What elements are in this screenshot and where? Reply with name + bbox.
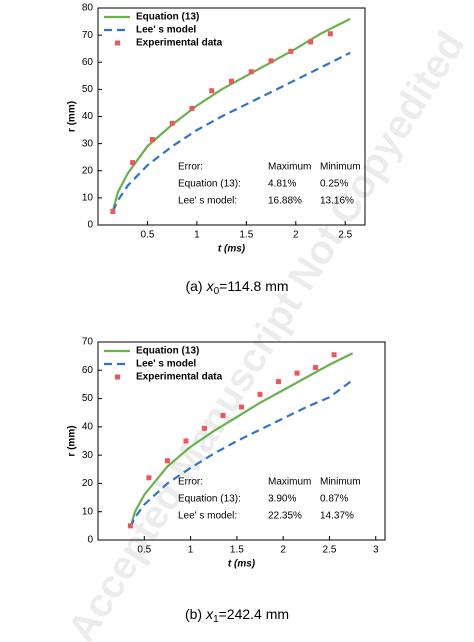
caption: (a) x0=114.8 mm xyxy=(185,278,288,297)
caption-variable: x xyxy=(205,606,214,622)
data-point xyxy=(146,475,152,481)
table-cell: Equation (13): xyxy=(178,494,241,505)
y-tick-label: 60 xyxy=(82,57,94,68)
table-header: Error: xyxy=(178,477,203,488)
table-header: Minimum xyxy=(320,162,361,173)
data-point xyxy=(313,364,319,370)
y-axis-label: r (mm) xyxy=(67,101,78,132)
x-tick-label: 1 xyxy=(188,545,194,556)
y-axis-label: r (mm) xyxy=(67,425,78,456)
y-tick-label: 0 xyxy=(87,220,93,231)
data-point xyxy=(169,120,175,126)
caption-label: (b) xyxy=(185,606,202,622)
data-point xyxy=(294,370,300,376)
x-tick-label: 2.5 xyxy=(338,230,352,241)
data-point xyxy=(201,425,207,431)
series-line xyxy=(129,352,354,528)
legend-label: Lee' s model xyxy=(136,359,196,370)
y-tick-label: 50 xyxy=(82,393,94,404)
legend-label: Experimental data xyxy=(136,38,223,49)
data-point xyxy=(149,137,155,143)
y-tick-label: 40 xyxy=(82,421,94,432)
caption: (b) x1=242.4 mm xyxy=(185,606,289,625)
data-point xyxy=(331,352,337,358)
data-point xyxy=(209,88,215,94)
x-tick-label: 2 xyxy=(293,230,299,241)
series-line xyxy=(111,17,351,212)
series-line xyxy=(111,51,351,212)
table-cell: 3.90% xyxy=(268,494,296,505)
data-point xyxy=(257,391,263,397)
data-point xyxy=(248,69,254,75)
data-point xyxy=(127,523,133,529)
table-cell: Lee' s model: xyxy=(178,511,237,522)
x-tick-label: 2.5 xyxy=(322,545,336,556)
table-cell: 4.81% xyxy=(268,179,296,190)
x-axis-label: t (ms) xyxy=(228,559,256,570)
caption-subscript: 1 xyxy=(213,614,219,625)
data-point xyxy=(229,78,234,84)
table-cell: 0.87% xyxy=(320,494,348,505)
x-tick-label: 0.5 xyxy=(140,230,154,241)
table-header: Minimum xyxy=(320,477,361,488)
y-tick-label: 50 xyxy=(82,84,94,95)
data-point xyxy=(239,404,244,410)
data-point xyxy=(110,208,116,214)
table-header: Maximum xyxy=(268,477,311,488)
legend-label: Equation (13) xyxy=(136,346,199,357)
x-tick-label: 1.5 xyxy=(230,545,244,556)
y-tick-label: 20 xyxy=(82,165,94,176)
table-cell: 14.37% xyxy=(320,511,354,522)
y-tick-label: 30 xyxy=(82,450,94,461)
y-tick-label: 70 xyxy=(82,30,94,41)
data-point xyxy=(288,48,294,54)
data-point xyxy=(268,58,274,64)
legend-marker xyxy=(115,374,120,380)
x-tick-label: 3 xyxy=(373,545,379,556)
table-cell: 13.16% xyxy=(320,196,354,207)
y-tick-label: 30 xyxy=(82,138,94,149)
x-axis-label: t (ms) xyxy=(218,244,246,255)
data-point xyxy=(183,438,189,444)
y-tick-label: 10 xyxy=(82,193,94,204)
legend-label: Experimental data xyxy=(136,372,223,383)
table-cell: Lee' s model: xyxy=(178,196,237,207)
x-tick-label: 2 xyxy=(280,545,286,556)
table-cell: 0.25% xyxy=(320,179,348,190)
legend-label: Lee' s model xyxy=(136,25,196,36)
table-header: Maximum xyxy=(268,162,311,173)
legend-marker xyxy=(115,40,120,46)
data-point xyxy=(276,379,282,385)
x-tick-label: 1 xyxy=(194,230,200,241)
data-point xyxy=(164,458,170,464)
caption-value: =114.8 mm xyxy=(219,278,288,294)
x-tick-label: 0.5 xyxy=(137,545,151,556)
table-cell: 16.88% xyxy=(268,196,302,207)
table-cell: 22.35% xyxy=(268,511,302,522)
caption-value: =242.4 mm xyxy=(219,606,289,622)
y-tick-label: 80 xyxy=(82,3,94,14)
y-tick-label: 40 xyxy=(82,111,94,122)
y-tick-label: 60 xyxy=(82,365,94,376)
table-header: Error: xyxy=(178,162,203,173)
data-point xyxy=(308,39,314,45)
plot-frame xyxy=(97,341,386,541)
data-point xyxy=(220,413,226,419)
data-point xyxy=(189,105,195,111)
caption-variable: x xyxy=(206,278,215,294)
y-tick-label: 20 xyxy=(82,478,94,489)
caption-subscript: 0 xyxy=(214,286,220,297)
y-tick-label: 70 xyxy=(82,337,94,348)
data-point xyxy=(327,31,333,37)
caption-label: (a) xyxy=(185,278,202,294)
table-cell: Equation (13): xyxy=(178,179,241,190)
y-tick-label: 10 xyxy=(82,506,94,517)
data-point xyxy=(130,160,136,166)
y-tick-label: 0 xyxy=(87,535,93,546)
x-tick-label: 1.5 xyxy=(239,230,253,241)
legend-label: Equation (13) xyxy=(136,12,199,23)
watermark: Accepted Manuscript Not Copyedited xyxy=(59,24,473,642)
